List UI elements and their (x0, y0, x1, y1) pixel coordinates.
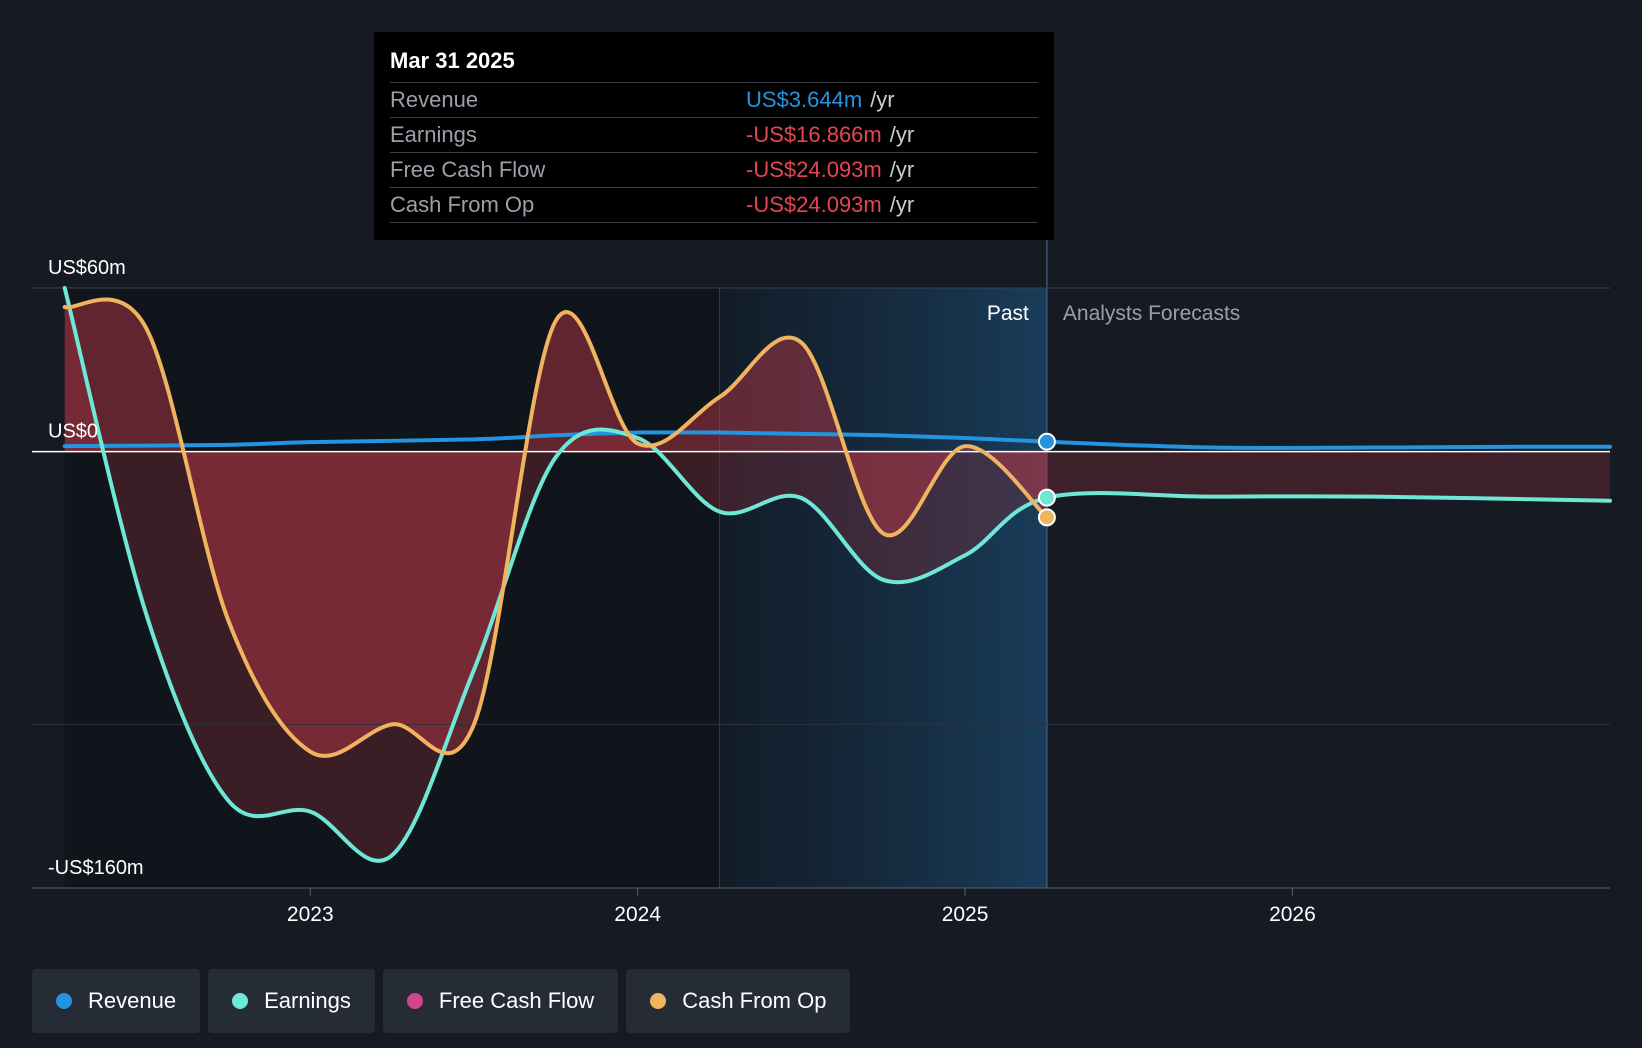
past-region-label: Past (987, 302, 1029, 325)
tooltip-panel: Mar 31 2025 Revenue US$3.644m/yr Earning… (374, 32, 1054, 240)
tooltip-label: Cash From Op (390, 192, 535, 217)
tooltip-value-wrap: -US$24.093m/yr (746, 153, 914, 187)
legend-dot-icon (406, 993, 423, 1009)
legend-label: Earnings (264, 988, 351, 1013)
legend-dot-icon (232, 993, 249, 1009)
tooltip-value-wrap: -US$16.866m/yr (746, 118, 914, 152)
tooltip-unit: /yr (870, 87, 895, 112)
tooltip-row-earnings: Earnings -US$16.866m/yr (390, 118, 1038, 153)
x-tick-label: 2024 (614, 903, 661, 926)
tooltip-unit: /yr (889, 192, 915, 217)
x-tick-label: 2025 (942, 903, 989, 926)
highlight-region (719, 288, 1047, 888)
tooltip-value: -US$24.093m (746, 192, 882, 217)
tooltip-unit: /yr (889, 122, 915, 147)
tooltip-value-wrap: US$3.644m/yr (746, 83, 895, 117)
legend-item-revenue[interactable]: Revenue (32, 969, 201, 1033)
tooltip-row-free-cash-flow: Free Cash Flow -US$24.093m/yr (390, 153, 1038, 188)
earnings-area (64, 288, 1611, 861)
tooltip-value: -US$16.866m (746, 122, 882, 147)
legend: Revenue Earnings Free Cash Flow Cash Fro… (32, 969, 851, 1033)
legend-item-free-cash-flow[interactable]: Free Cash Flow (382, 969, 619, 1033)
tooltip-label: Free Cash Flow (390, 157, 546, 182)
legend-item-earnings[interactable]: Earnings (208, 969, 375, 1033)
cash-flow-area (64, 299, 1047, 756)
tooltip-label: Revenue (390, 87, 479, 112)
legend-label: Revenue (88, 988, 177, 1013)
series-line-cash-from-op (62, 297, 1049, 758)
x-tick-label: 2026 (1269, 903, 1316, 926)
x-tick-label: 2023 (287, 903, 334, 926)
y-tick-label: US$60m (48, 257, 126, 279)
tooltip-unit: /yr (889, 157, 915, 182)
legend-dot-icon (56, 993, 72, 1009)
marker-cash-from-op (1037, 508, 1056, 527)
tooltip-row-revenue: Revenue US$3.644m/yr (390, 83, 1038, 118)
tooltip-row-cash-from-op: Cash From Op -US$24.093m/yr (390, 188, 1038, 223)
series-line-earnings (62, 286, 1612, 863)
legend-label: Free Cash Flow (438, 988, 595, 1013)
legend-label: Cash From Op (682, 988, 827, 1013)
tooltip-value: US$3.644m (746, 87, 863, 112)
legend-dot-icon (650, 993, 667, 1009)
marker-revenue (1037, 432, 1056, 451)
series-line-revenue (62, 430, 1612, 451)
tooltip-label: Earnings (390, 122, 477, 147)
marker-earnings (1037, 488, 1056, 507)
y-tick-label: -US$160m (48, 857, 144, 879)
tooltip-date: Mar 31 2025 (390, 46, 1038, 83)
forecast-region-label: Analysts Forecasts (1063, 302, 1240, 325)
y-tick-label: US$0 (48, 421, 98, 443)
tooltip-value-wrap: -US$24.093m/yr (746, 188, 914, 222)
legend-item-cash-from-op[interactable]: Cash From Op (626, 969, 851, 1033)
tooltip-value: -US$24.093m (746, 157, 882, 182)
